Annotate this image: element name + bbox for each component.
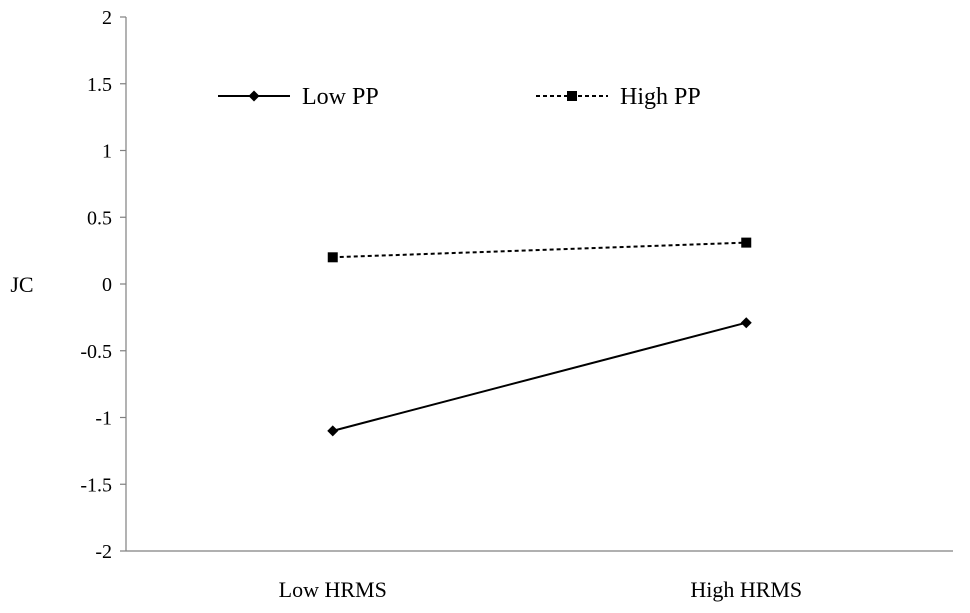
series-0-point-0 [327,425,339,437]
series-1 [327,237,752,263]
y-tick-label-4: 0 [102,274,112,296]
y-axis-label: JC [10,272,33,297]
legend-item-0: Low PP [218,84,379,110]
y-axis-ticks [120,16,126,552]
y-axis-tick-labels: 2 1.5 1 0.5 0 -0.5 -1 -1.5 -2 [80,7,112,563]
series-0 [327,317,752,437]
series-1-point-1 [741,237,752,248]
y-tick-label-2: 1 [102,141,112,163]
y-tick-label-3: 0.5 [87,207,112,229]
x-category-label-0: Low HRMS [279,577,387,602]
legend-marker-0 [248,90,260,102]
series-0-point-1 [740,317,752,329]
y-tick-label-8: -2 [95,541,112,563]
y-tick-label-0: 2 [102,7,112,29]
series-1-point-0 [327,252,338,263]
x-category-label-1: High HRMS [690,577,802,602]
y-tick-label-7: -1.5 [80,474,112,496]
y-tick-label-6: -1 [95,408,112,430]
x-axis-category-labels: Low HRMS High HRMS [279,577,803,602]
legend-item-1: High PP [536,84,701,110]
y-tick-label-1: 1.5 [87,74,112,96]
legend-marker-1 [567,91,577,101]
series-line-1 [332,241,747,259]
legend-label-0: Low PP [302,84,379,110]
series-line-0 [332,321,747,432]
series-layer [327,237,752,437]
legend-label-1: High PP [620,84,701,110]
y-tick-label-5: -0.5 [80,341,112,363]
legend: Low PP High PP [218,84,701,110]
